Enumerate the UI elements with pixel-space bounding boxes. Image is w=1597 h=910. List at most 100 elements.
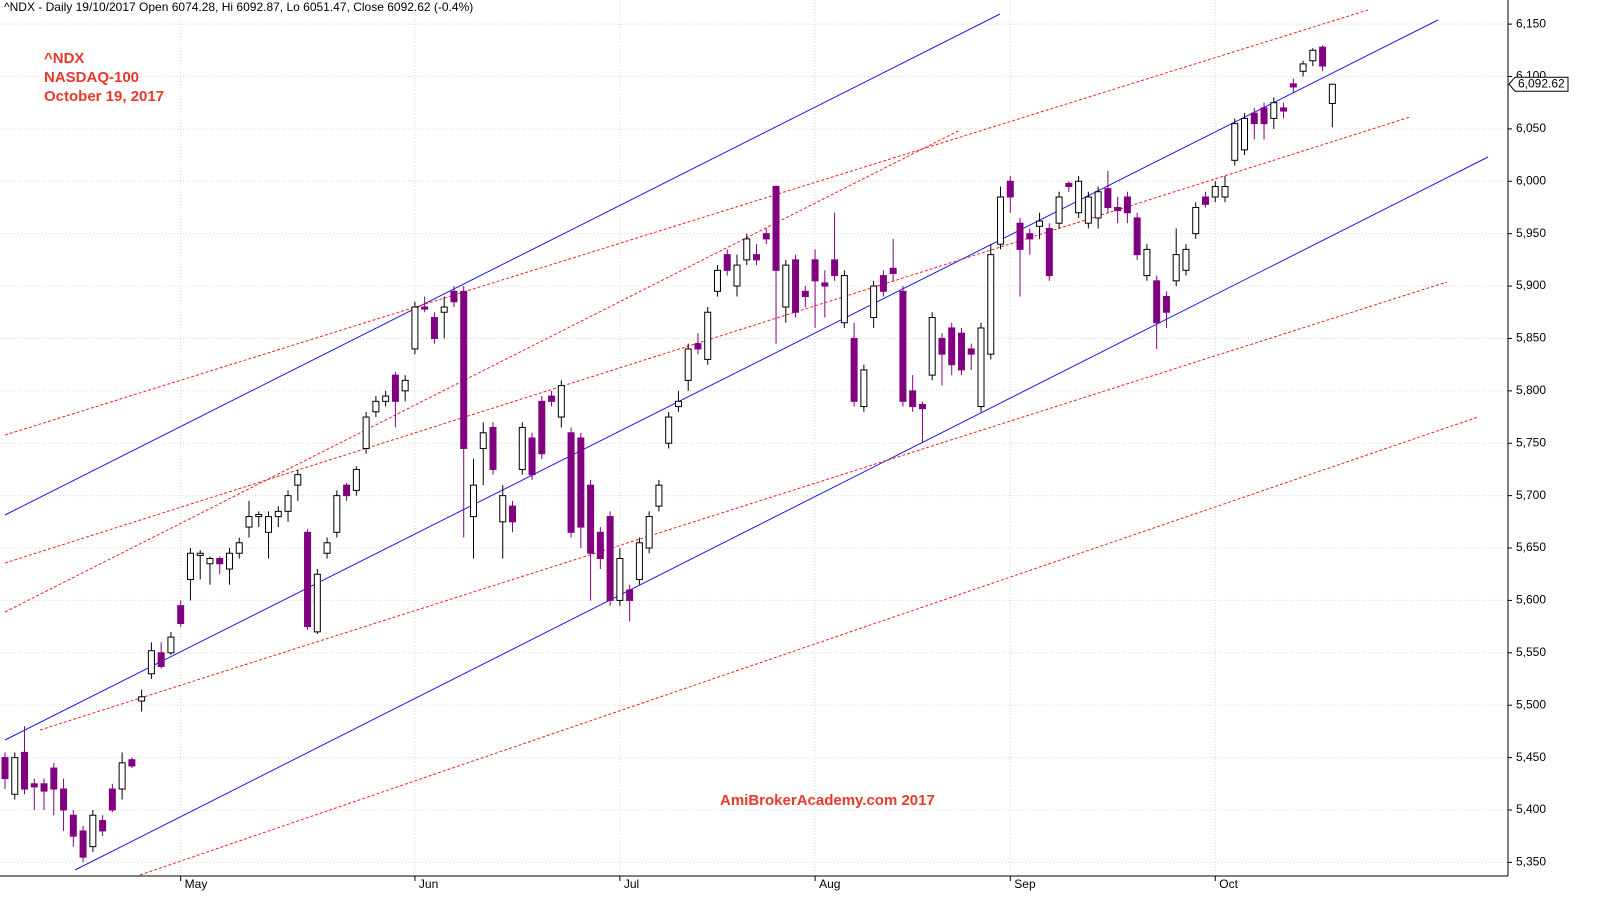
- candle-body: [1153, 280, 1161, 324]
- candle-body: [694, 343, 702, 350]
- x-tick-label: Oct: [1219, 877, 1238, 891]
- channel-line: [74, 156, 1489, 871]
- chart-title: ^NDX - Daily 19/10/2017 Open 6074.28, Hi…: [4, 0, 473, 14]
- candle-body: [1299, 63, 1307, 72]
- candle-body: [450, 290, 458, 303]
- candle-body: [216, 558, 224, 565]
- y-tick-label: 5,750: [1516, 435, 1546, 449]
- candle-body: [743, 238, 751, 261]
- candle-body: [772, 186, 780, 271]
- candle-body: [713, 269, 721, 292]
- candle-body: [645, 516, 653, 549]
- y-tick-label: 5,900: [1516, 278, 1546, 292]
- candle-body: [967, 348, 975, 355]
- candle-body: [206, 558, 214, 565]
- candle-body: [840, 275, 848, 324]
- candle-body: [235, 542, 243, 554]
- candle-body: [99, 819, 107, 832]
- candle-body: [987, 254, 995, 355]
- candle-body: [469, 484, 477, 518]
- candle-body: [186, 552, 194, 580]
- y-tick-label: 5,350: [1516, 855, 1546, 869]
- candle-body: [499, 495, 507, 523]
- candle-body: [1328, 83, 1336, 104]
- candle-body: [635, 542, 643, 580]
- candle-body: [167, 636, 175, 654]
- candle-body: [1084, 196, 1092, 224]
- watermark: AmiBrokerAcademy.com 2017: [720, 792, 935, 809]
- candle-body: [909, 390, 917, 408]
- candle-body: [1016, 222, 1024, 250]
- candle-body: [1231, 123, 1239, 161]
- candle-body: [957, 332, 965, 371]
- candle-body: [850, 337, 858, 402]
- candles: [1, 45, 1336, 863]
- y-tick-label: 5,800: [1516, 383, 1546, 397]
- candle-body: [245, 516, 253, 528]
- y-tick-label: 5,600: [1516, 593, 1546, 607]
- candle-body: [147, 650, 155, 675]
- candle-body: [577, 437, 585, 528]
- candle-body: [1114, 206, 1122, 212]
- candle-body: [606, 516, 614, 601]
- candle-body: [284, 495, 292, 512]
- x-tick-label: Aug: [819, 877, 840, 891]
- candle-body: [928, 316, 936, 376]
- candle-body: [684, 348, 692, 381]
- candle-body: [1221, 186, 1229, 198]
- candle-body: [1309, 49, 1317, 62]
- candle-body: [899, 290, 907, 402]
- candle-body: [821, 282, 829, 287]
- candle-body: [811, 259, 819, 282]
- candle-body: [401, 379, 409, 392]
- candle-body: [382, 395, 390, 402]
- candle-body: [440, 306, 448, 313]
- candle-body: [948, 327, 956, 366]
- candle-body: [792, 259, 800, 313]
- candle-body: [538, 400, 546, 455]
- candle-body: [40, 783, 48, 792]
- y-tick-label: 5,500: [1516, 697, 1546, 711]
- annotation: October 19, 2017: [44, 88, 164, 105]
- candle-body: [733, 264, 741, 287]
- candle-body: [596, 531, 604, 560]
- candle-body: [1123, 196, 1131, 214]
- y-tick-label: 6,000: [1516, 173, 1546, 187]
- channel-line: [4, 13, 1001, 516]
- candle-body: [879, 275, 887, 292]
- y-tick-label: 5,650: [1516, 540, 1546, 554]
- candle-body: [655, 484, 663, 507]
- candle-body: [1211, 186, 1219, 198]
- candle-body: [626, 589, 634, 601]
- candle-body: [196, 552, 204, 556]
- candle-body: [138, 696, 146, 702]
- y-tick-label: 5,950: [1516, 226, 1546, 240]
- candle-body: [108, 788, 116, 811]
- x-tick-label: May: [185, 877, 208, 891]
- channel-line: [4, 19, 1439, 741]
- x-tick-label: Jul: [624, 877, 639, 891]
- candle-body: [1280, 107, 1288, 112]
- candle-body: [1006, 180, 1014, 198]
- y-tick-label: 5,400: [1516, 802, 1546, 816]
- candle-body: [460, 290, 468, 449]
- candle-body: [265, 516, 273, 533]
- candle-body: [762, 233, 770, 240]
- candle-body: [1094, 191, 1102, 219]
- candle-body: [1201, 196, 1209, 205]
- candle-body: [313, 573, 321, 633]
- candle-body: [1162, 296, 1170, 313]
- candle-body: [1045, 227, 1053, 277]
- candle-body: [528, 437, 536, 476]
- candle-body: [1250, 112, 1258, 125]
- candle-body: [1241, 117, 1249, 151]
- candle-body: [587, 484, 595, 554]
- candle-body: [255, 513, 263, 518]
- candle-body: [860, 369, 868, 408]
- y-tick-label: 5,850: [1516, 331, 1546, 345]
- trendlines: [4, 9, 1489, 876]
- candle-body: [30, 783, 38, 788]
- candle-body: [870, 285, 878, 318]
- candle-body: [479, 432, 487, 449]
